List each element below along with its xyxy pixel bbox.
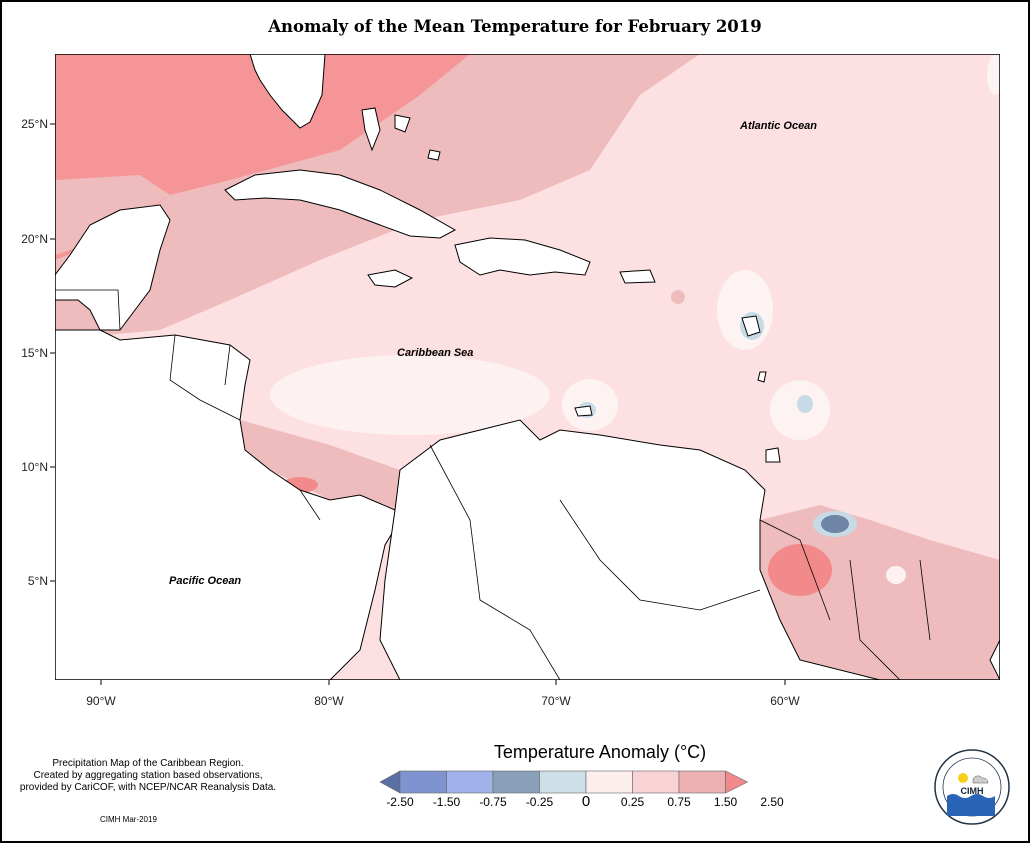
map-title: Anomaly of the Mean Temperature for Febr… (268, 17, 762, 36)
country-borders (55, 289, 931, 680)
legend-tick-label: 0 (581, 793, 591, 810)
legend-cell (446, 770, 494, 794)
anomaly-zone-near-zero-caribbean (270, 355, 550, 435)
aruba-land (574, 405, 593, 417)
legend-tick-label: -0.75 (479, 795, 507, 809)
lat-label-10n: 10°N (21, 460, 48, 474)
logo-text: CIMH (961, 786, 984, 796)
legend-tick-label: -2.50 (386, 795, 414, 809)
legend-cell (539, 770, 587, 794)
bahamas-island (361, 107, 381, 152)
lon-label-70w: 70°W (541, 694, 571, 708)
bahamas-island-2 (394, 114, 411, 133)
cimh-logo: CIMH (934, 749, 1010, 825)
credits-line-3: provided by CariCOF, with NCEP/NCAR Rean… (19, 782, 277, 793)
credits-text: Precipitation Map of the Caribbean Regio… (8, 758, 288, 794)
legend-cell (399, 770, 447, 794)
florida-land (249, 54, 326, 129)
anomaly-zone-antilles-neutral (717, 270, 773, 350)
trinidad-land (765, 447, 781, 463)
lat-label-15n: 15°N (21, 346, 48, 360)
anomaly-zone-delta-cool (821, 515, 849, 533)
anomaly-zone-guianas (760, 505, 1000, 680)
yucatan-land (55, 204, 171, 331)
legend-arrow-low (380, 770, 401, 794)
anomaly-spot-islands (671, 290, 685, 304)
water-waves-icon (947, 794, 995, 816)
lon-label-90w: 90°W (86, 694, 116, 708)
legend-tick-label: 1.50 (713, 795, 738, 809)
jamaica-land (367, 269, 414, 288)
caribbean-sea-label: Caribbean Sea (397, 347, 474, 359)
legend-title: Temperature Anomaly (°C) (493, 742, 707, 762)
lon-label-60w: 60°W (770, 694, 800, 708)
legend-cell (678, 770, 726, 794)
lon-label-80w: 80°W (314, 694, 344, 708)
cimh-date-note: CIMH Mar-2019 (100, 815, 157, 824)
lat-label-5n: 5°N (27, 574, 48, 588)
credits-line-2: Created by aggregating station based obs… (33, 770, 263, 781)
legend-tick-label: -1.50 (432, 795, 461, 809)
anomaly-spot-suriname (886, 566, 906, 584)
anomaly-zone-guyana-high (768, 544, 832, 596)
legend-arrow-high (725, 770, 749, 794)
anomaly-zone-moderate-south (240, 420, 400, 510)
cloud-icon (972, 775, 989, 784)
lat-label-20n: 20°N (21, 232, 48, 246)
legend-tick-label: 0.75 (667, 795, 691, 809)
brazil-edge-land (989, 639, 1000, 680)
atlantic-ocean-label: Atlantic Ocean (740, 120, 818, 132)
legend-colorbar (380, 770, 749, 794)
cuba-land (224, 169, 457, 239)
bahamas-island-3 (427, 149, 441, 161)
legend-tick-label: -0.25 (525, 795, 554, 809)
anomaly-zone-high-north (55, 54, 470, 260)
puerto-rico-land (619, 269, 656, 284)
anomaly-zone-barbados-cool (797, 395, 813, 413)
legend-cell (492, 770, 540, 794)
legend-cell (585, 770, 633, 794)
guadeloupe-land (741, 315, 761, 337)
st-lucia-land (757, 371, 767, 383)
legend-tick-label: 2.50 (760, 795, 784, 809)
axis-ticks (50, 123, 786, 685)
pacific-ocean-label: Pacific Ocean (169, 575, 242, 587)
sun-icon (958, 773, 968, 783)
legend-tick-label: 0.25 (620, 795, 645, 809)
lat-label-25n: 25°N (21, 117, 48, 131)
legend-cell (632, 770, 680, 794)
hispaniola-land (454, 237, 591, 276)
anomaly-spot-ne (987, 55, 1000, 95)
credits-line-1: Precipitation Map of the Caribbean Regio… (52, 758, 244, 769)
